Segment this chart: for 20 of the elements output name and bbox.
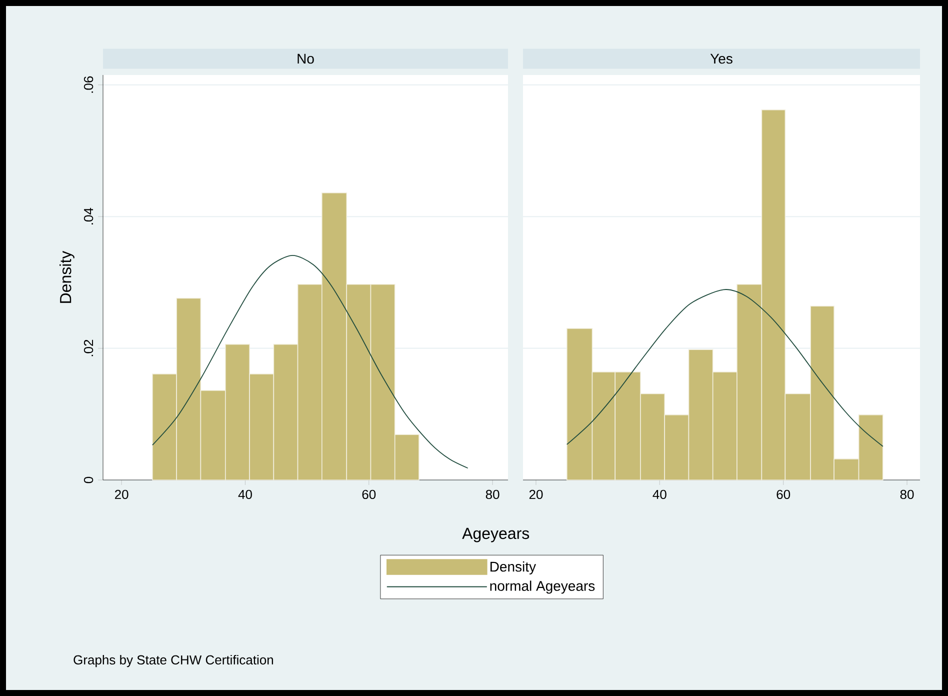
x-tick-label: 80 bbox=[900, 490, 914, 500]
y-tick-label: .04 bbox=[84, 208, 94, 224]
y-axis-title: Density bbox=[59, 250, 74, 303]
x-tick-label: 60 bbox=[776, 490, 790, 500]
x-tick-label: 40 bbox=[652, 490, 666, 500]
y-tick-label: .02 bbox=[84, 340, 94, 356]
y-tick-label: .06 bbox=[84, 76, 94, 93]
line-series bbox=[152, 254, 468, 469]
x-tick-label: 40 bbox=[238, 490, 252, 500]
y-tick-label: 0 bbox=[84, 476, 94, 484]
text: normal Ageyears bbox=[490, 580, 595, 594]
chart-title: No bbox=[298, 54, 314, 64]
text: Density bbox=[490, 561, 536, 574]
text: Graphs by State CHW Certification bbox=[74, 654, 274, 668]
chart-title: Yes bbox=[710, 54, 732, 64]
x-tick-label: 60 bbox=[362, 490, 376, 500]
x-axis-title: Ageyears bbox=[462, 528, 530, 542]
x-tick-label: 80 bbox=[486, 490, 500, 500]
x-tick-label: 20 bbox=[114, 490, 128, 500]
x-tick-label: 20 bbox=[529, 490, 543, 500]
